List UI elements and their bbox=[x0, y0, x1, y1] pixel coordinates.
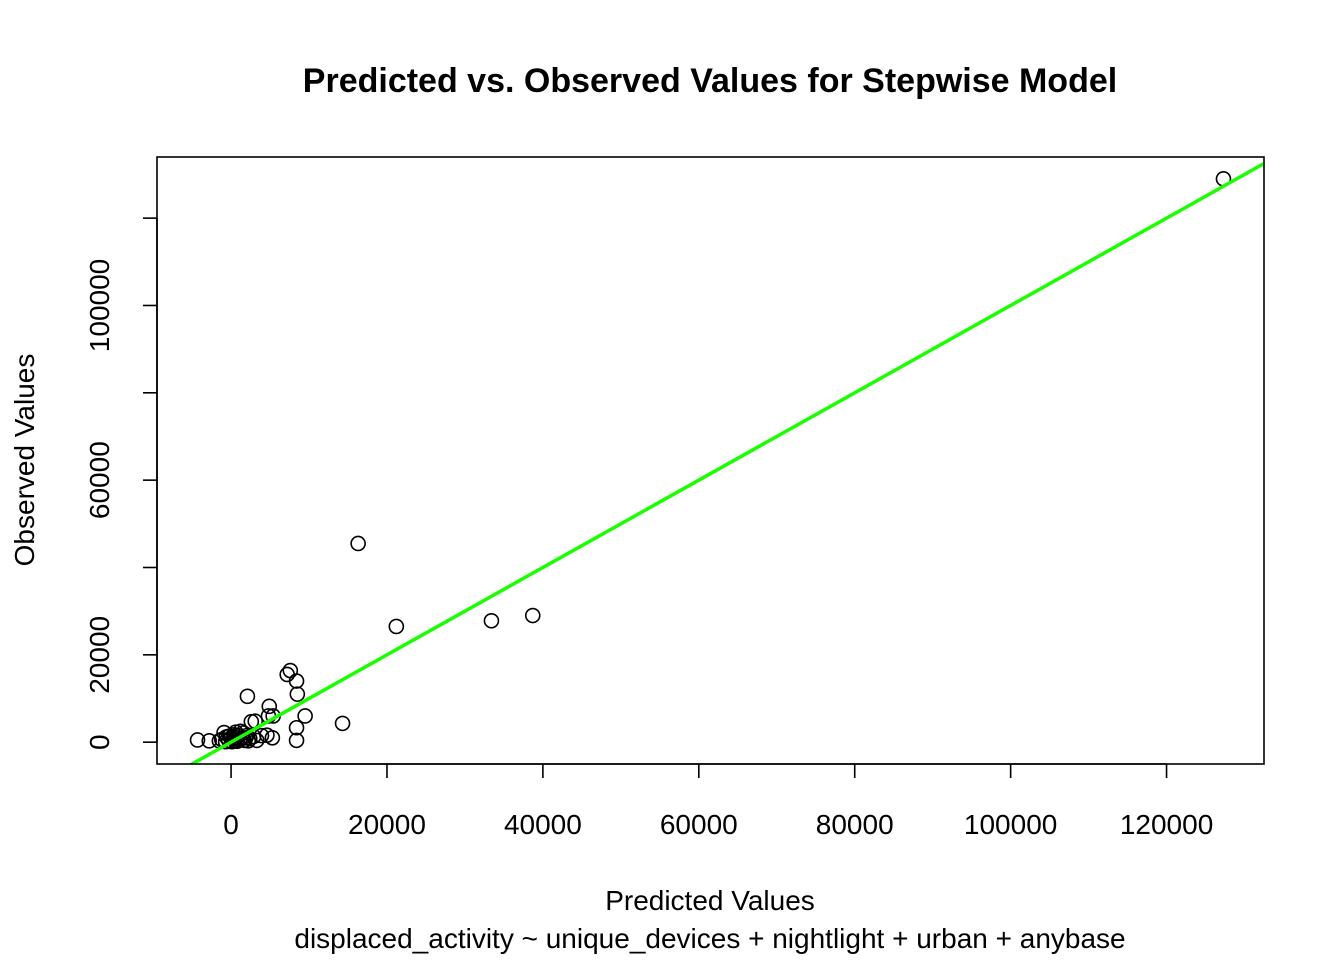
chart-title: Predicted vs. Observed Values for Stepwi… bbox=[303, 62, 1117, 100]
x-axis-subtitle: displaced_activity ~ unique_devices + ni… bbox=[294, 923, 1125, 954]
data-point bbox=[279, 666, 295, 683]
data-point bbox=[201, 733, 218, 749]
points-layer bbox=[189, 171, 1232, 750]
data-point bbox=[228, 729, 245, 746]
x-axis: 0 20000 40000 60000 80000 100000 120000 bbox=[223, 763, 1213, 840]
data-point bbox=[239, 688, 256, 705]
x-tick-label: 0 bbox=[223, 809, 239, 840]
x-tick-label: 40000 bbox=[504, 809, 582, 840]
data-point bbox=[483, 612, 500, 629]
data-point bbox=[350, 535, 366, 552]
x-tick-label: 100000 bbox=[964, 809, 1057, 840]
y-axis-label: Observed Values bbox=[9, 354, 40, 567]
data-point bbox=[288, 732, 305, 749]
data-point bbox=[288, 719, 305, 736]
x-tick-label: 20000 bbox=[348, 809, 426, 840]
y-tick-label: 100000 bbox=[84, 259, 115, 352]
data-point bbox=[289, 686, 306, 702]
data-point bbox=[282, 662, 299, 679]
reference-line bbox=[188, 161, 1264, 764]
data-point bbox=[388, 618, 405, 635]
y-tick-label: 0 bbox=[84, 734, 115, 750]
plot-frame bbox=[156, 156, 1265, 765]
data-point bbox=[297, 708, 313, 724]
x-tick-label: 60000 bbox=[660, 809, 738, 840]
y-tick-label: 20000 bbox=[84, 616, 115, 694]
data-point bbox=[334, 715, 351, 732]
data-point bbox=[524, 607, 541, 624]
x-tick-label: 80000 bbox=[816, 809, 894, 840]
data-point bbox=[261, 698, 278, 715]
y-tick-label: 60000 bbox=[84, 441, 115, 519]
x-tick-label: 120000 bbox=[1120, 809, 1213, 840]
data-point bbox=[253, 727, 270, 744]
y-axis: 0 20000 60000 100000 bbox=[84, 217, 158, 750]
x-axis-label: Predicted Values bbox=[605, 885, 815, 916]
data-point bbox=[189, 732, 206, 748]
line-layer bbox=[188, 161, 1264, 764]
data-point bbox=[248, 732, 265, 749]
data-point bbox=[288, 673, 305, 689]
